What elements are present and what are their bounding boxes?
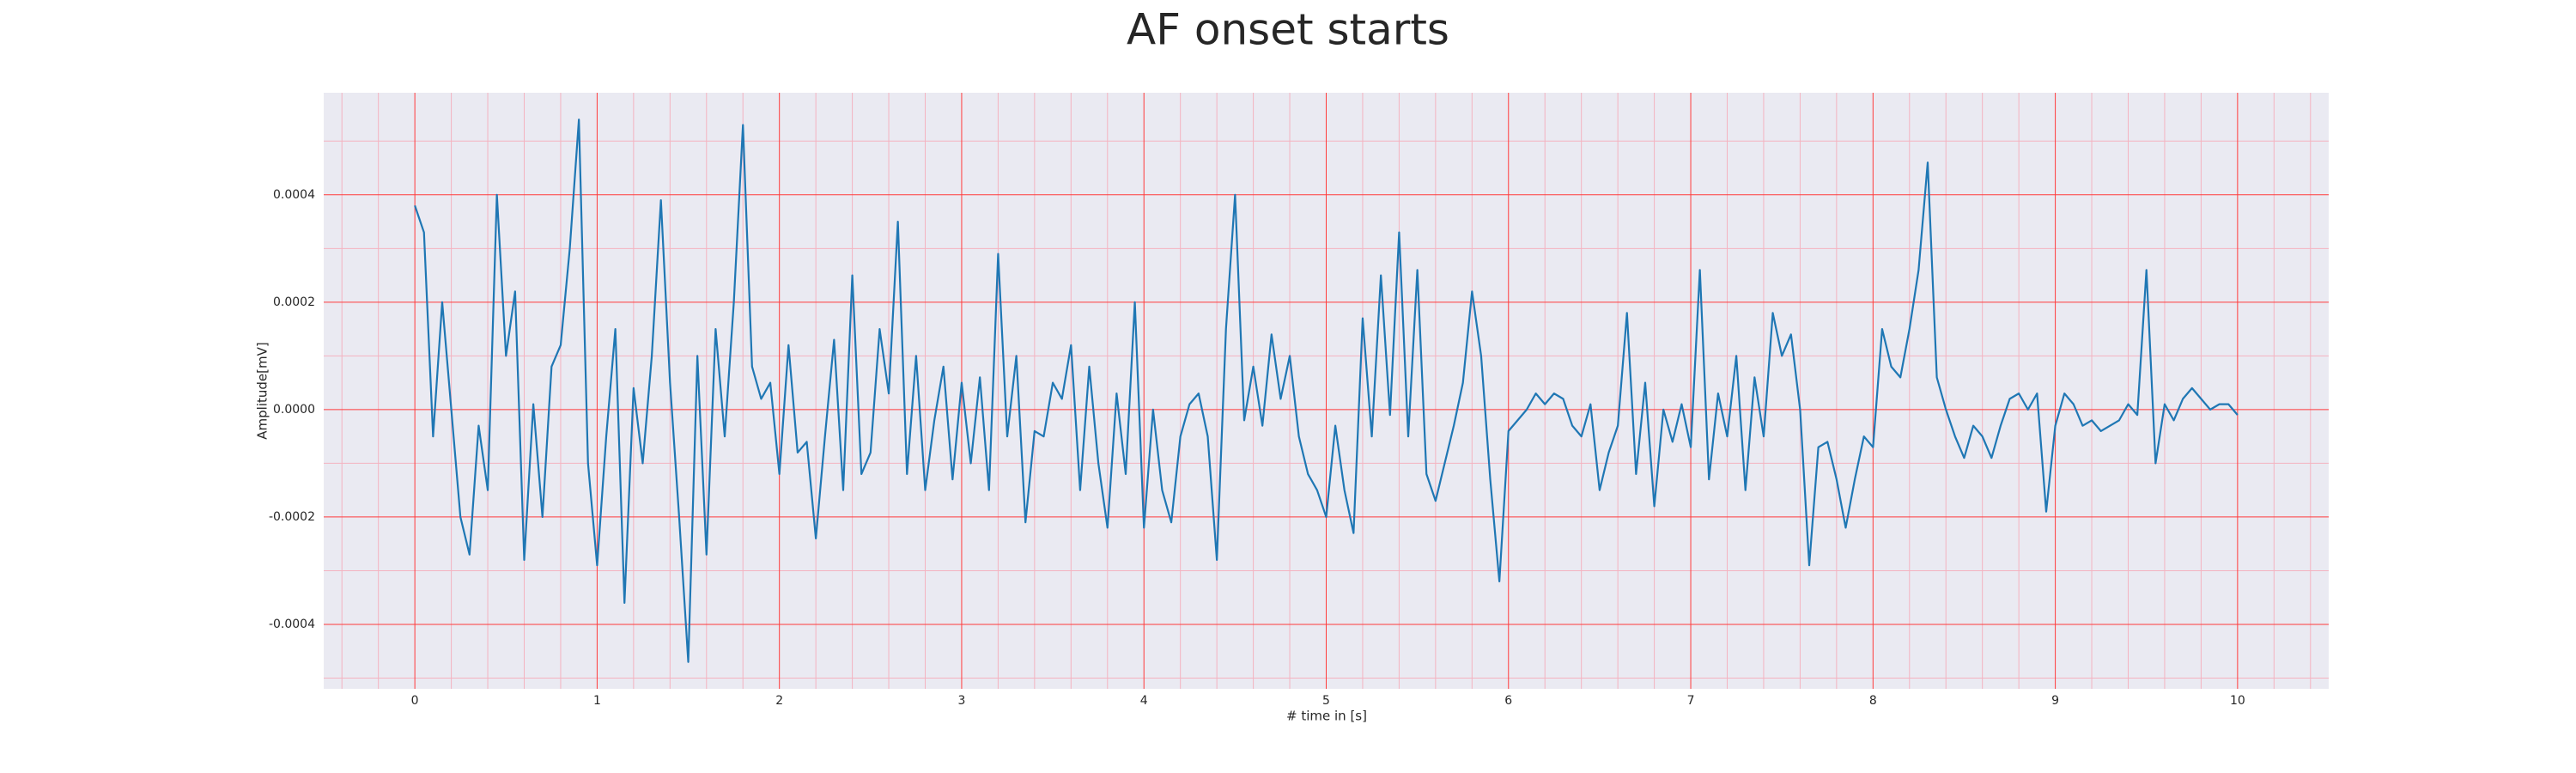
x-tick-label: 4: [1140, 694, 1148, 708]
x-tick-label: 1: [593, 694, 601, 708]
y-tick-label: 0.0002: [273, 295, 315, 309]
x-tick-label: 7: [1687, 694, 1695, 708]
x-tick-label: 9: [2051, 694, 2059, 708]
signal-line: [414, 119, 2239, 663]
x-tick-label: 8: [1869, 694, 1877, 708]
y-tick-label: 0.0004: [273, 188, 315, 202]
y-tick-label: -0.0002: [269, 510, 315, 524]
x-tick-label: 3: [957, 694, 965, 708]
chart-title: AF onset starts: [1127, 5, 1449, 55]
x-tick-label: 0: [411, 694, 419, 708]
x-tick-label: 6: [1504, 694, 1512, 708]
y-tick-label: 0.0000: [273, 403, 315, 417]
x-tick-label: 2: [775, 694, 783, 708]
x-tick-label: 10: [2230, 694, 2245, 708]
x-tick-label: 5: [1322, 694, 1330, 708]
x-axis-label: # time in [s]: [1286, 709, 1367, 724]
y-tick-label: -0.0004: [269, 618, 315, 631]
y-axis-label: Amplitude[mV]: [255, 342, 270, 439]
